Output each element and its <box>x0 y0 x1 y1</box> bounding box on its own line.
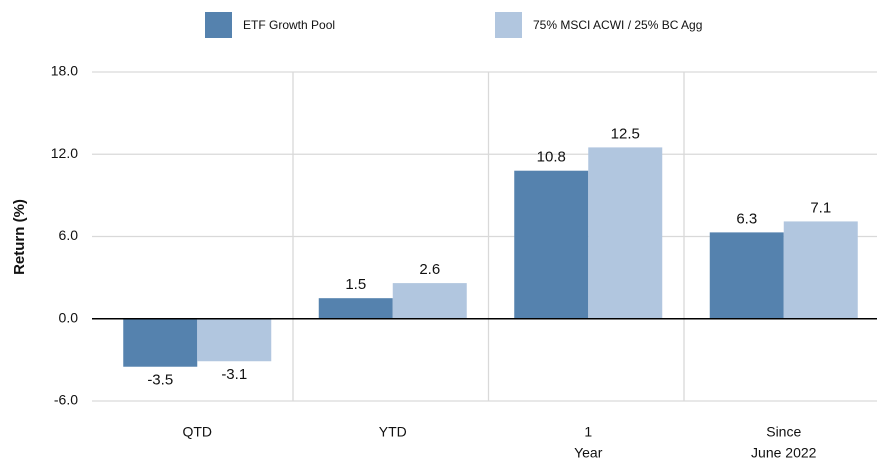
data-label: 12.5 <box>611 125 640 142</box>
legend-label: 75% MSCI ACWI / 25% BC Agg <box>533 18 702 32</box>
x-tick-label: June 2022 <box>751 445 817 461</box>
x-tick-label: Year <box>574 445 603 461</box>
legend-swatch <box>205 12 232 38</box>
bar <box>197 318 272 362</box>
x-tick-label: YTD <box>379 424 407 440</box>
y-tick-label: 18.0 <box>51 63 78 79</box>
legend-swatch <box>495 12 522 38</box>
x-tick-label: Since <box>766 424 801 440</box>
y-tick-label: 12.0 <box>51 145 78 161</box>
data-label: 7.1 <box>810 199 831 216</box>
y-axis-label: Return (%) <box>11 199 28 275</box>
legend-label: ETF Growth Pool <box>243 18 335 32</box>
data-label: 10.8 <box>537 149 566 166</box>
x-tick-label: 1 <box>584 424 592 440</box>
y-tick-label: 0.0 <box>59 309 79 325</box>
data-label: 1.5 <box>345 276 366 293</box>
bar <box>123 318 198 367</box>
y-tick-label: -6.0 <box>54 392 78 408</box>
bar <box>709 232 784 319</box>
data-label: -3.1 <box>221 366 247 383</box>
bar <box>588 147 663 319</box>
bar <box>392 283 467 319</box>
data-label: 2.6 <box>419 261 440 278</box>
x-tick-label: QTD <box>182 424 212 440</box>
y-tick-label: 6.0 <box>59 227 79 243</box>
bar <box>318 298 393 319</box>
bar <box>783 221 858 319</box>
data-label: -3.5 <box>147 372 173 389</box>
data-label: 6.3 <box>736 210 757 227</box>
bar <box>514 170 589 319</box>
